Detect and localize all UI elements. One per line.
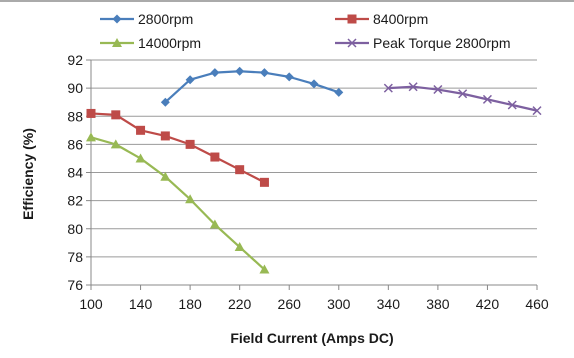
legend-entry-8400rpm: 8400rpm [335,11,428,27]
x-tick-label-100: 100 [79,296,103,312]
y-tick-label-88: 88 [67,108,83,124]
point-2800rpm-300 [334,87,344,97]
x-tick-label-140: 140 [129,296,153,312]
x-tick-label-380: 380 [426,296,450,312]
point-peak-torque-2800rpm-360 [408,82,418,92]
y-tick-label-86: 86 [67,136,83,152]
x-tick-label-340: 340 [377,296,401,312]
y-tick-label-80: 80 [67,221,83,237]
legend-marker-peak-torque-2800rpm [347,38,357,48]
axis-layer: 76 78 80 82 84 86 88 90 92 100 140 180 220 260 300 340 3… [67,52,548,312]
point-8400rpm-120 [111,110,121,120]
point-peak-torque-2800rpm-420 [482,94,492,104]
point-8400rpm-140 [136,125,146,135]
legend-entry-2800rpm: 2800rpm [100,11,193,27]
y-tick-label-78: 78 [67,249,83,265]
x-axis-title: Field Current (Amps DC) [230,330,393,346]
point-8400rpm-220 [235,165,245,175]
point-14000rpm-120 [110,139,121,149]
point-14000rpm-200 [209,219,220,229]
x-tick-label-260: 260 [278,296,302,312]
x-tick-label-420: 420 [476,296,500,312]
point-8400rpm-180 [185,139,195,149]
legend-entry-peak-torque-2800rpm: Peak Torque 2800rpm [335,35,511,51]
point-2800rpm-220 [235,66,245,76]
point-8400rpm-200 [210,152,220,162]
y-axis-title: Efficiency (%) [20,128,36,220]
series-8400rpm [86,108,269,187]
point-2800rpm-160 [160,97,170,107]
point-2800rpm-240 [259,68,269,78]
y-tick-label-90: 90 [67,80,83,96]
point-peak-torque-2800rpm-400 [458,89,468,99]
y-tick-label-76: 76 [67,277,83,293]
point-2800rpm-260 [284,72,294,82]
point-8400rpm-100 [86,108,96,118]
series-line-14000rpm [90,136,266,271]
legend-label-8400rpm: 8400rpm [373,11,428,27]
legend-marker-8400rpm [347,14,357,24]
legend-label-14000rpm: 14000rpm [138,35,201,51]
series-layer [86,66,542,274]
point-peak-torque-2800rpm-440 [507,100,517,110]
x-tick-label-300: 300 [327,296,351,312]
legend-marker-2800rpm [112,14,122,24]
series-line-2800rpm [164,70,340,104]
point-14000rpm-180 [185,194,196,204]
point-14000rpm-140 [135,153,146,163]
point-peak-torque-2800rpm-380 [433,85,443,95]
point-8400rpm-160 [160,131,170,141]
series-2800rpm [160,66,344,107]
point-peak-torque-2800rpm-460 [532,106,542,116]
legend-marker-14000rpm [112,38,122,47]
x-tick-label-180: 180 [178,296,202,312]
y-tick-label-84: 84 [67,165,83,181]
y-tick-label-92: 92 [67,52,83,68]
point-14000rpm-220 [234,242,245,252]
point-2800rpm-180 [185,75,195,85]
point-8400rpm-240 [259,177,269,187]
x-tick-label-220: 220 [228,296,252,312]
point-2800rpm-280 [309,79,319,89]
legend-label-peak-torque-2800rpm: Peak Torque 2800rpm [373,35,511,51]
point-14000rpm-240 [259,264,270,274]
legend-layer: 2800rpm 8400rpm 14000rpm Peak Torque 2800rp… [100,11,511,51]
y-tick-label-82: 82 [67,193,83,209]
point-2800rpm-200 [210,68,220,78]
legend-label-2800rpm: 2800rpm [138,11,193,27]
point-peak-torque-2800rpm-340 [383,83,393,93]
x-tick-label-460: 460 [525,296,549,312]
point-14000rpm-160 [160,171,171,181]
series-14000rpm [86,132,270,274]
series-peak-torque-2800rpm [383,82,542,116]
legend-entry-14000rpm: 14000rpm [100,35,201,51]
point-14000rpm-100 [86,132,96,142]
